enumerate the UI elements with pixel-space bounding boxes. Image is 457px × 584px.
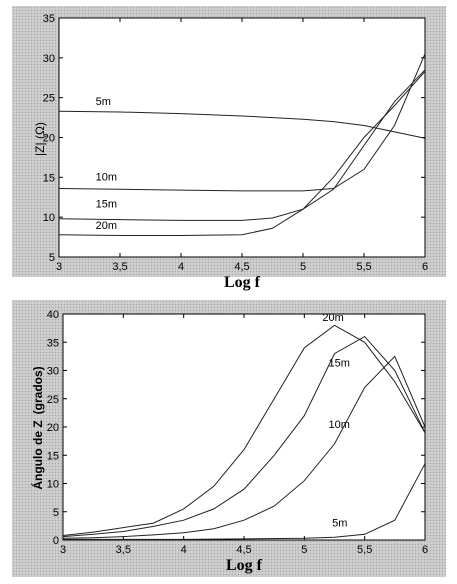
x-tick-label: 6 bbox=[422, 261, 428, 273]
x-tick-label: 6 bbox=[422, 544, 428, 556]
y-axis-label: Ángulo de Z (grados) bbox=[30, 366, 45, 489]
y-tick-label: 25 bbox=[47, 394, 59, 406]
impedance-angle-chart: 3 3,5 4 4,5 5 5,5 6 0 5 10 15 20 25 30 35 40 20m 15m 10m 5m… bbox=[30, 309, 428, 574]
series-line-15m bbox=[58, 69, 426, 221]
x-tick-label: 5 bbox=[301, 544, 307, 556]
x-tick-label: 4,5 bbox=[234, 261, 249, 273]
x-tick-label: 5,5 bbox=[356, 261, 371, 273]
y-tick-label: 30 bbox=[47, 366, 59, 378]
series-line-10m bbox=[58, 53, 426, 192]
series-label-15m: 15m bbox=[96, 199, 117, 211]
x-axis-label: Log f bbox=[224, 274, 261, 291]
y-tick-label: 35 bbox=[47, 337, 59, 349]
impedance-magnitude-chart: 3 3,5 4 4,5 5 5,5 6 5 10 15 20 25 30 35 5m 10m 15m 20m Log… bbox=[33, 13, 428, 291]
y-tick-label: 5 bbox=[49, 252, 55, 264]
series-label-20m: 20m bbox=[96, 220, 117, 232]
y-tick-label: 35 bbox=[43, 13, 55, 25]
x-tick-label: 4,5 bbox=[236, 544, 251, 556]
y-axis-label-main: Ángulo de Z bbox=[30, 420, 45, 489]
y-tick-label: 10 bbox=[43, 212, 55, 224]
y-tick-label: 20 bbox=[47, 422, 59, 434]
x-tick-label: 5,5 bbox=[357, 544, 372, 556]
series-label-5m: 5m bbox=[332, 517, 347, 529]
y-tick-label: 15 bbox=[47, 450, 59, 462]
impedance-magnitude-panel: 3 3,5 4 4,5 5 5,5 6 5 10 15 20 25 30 35 5m 10m 15m 20m Log… bbox=[12, 6, 446, 291]
y-tick-label: 25 bbox=[43, 93, 55, 105]
series-label-15m: 15m bbox=[328, 358, 349, 370]
y-axis-label: |Z| (Ω) bbox=[33, 122, 47, 156]
y-tick-label: 30 bbox=[43, 53, 55, 65]
series-line-5m bbox=[58, 110, 426, 139]
y-tick-label: 0 bbox=[53, 535, 59, 547]
series-line-20m bbox=[58, 71, 426, 236]
x-tick-label: 4 bbox=[181, 544, 187, 556]
x-tick-label: 5 bbox=[300, 261, 306, 273]
x-tick-label: 4 bbox=[178, 261, 184, 273]
y-tick-label: 15 bbox=[43, 172, 55, 184]
series-line-15m bbox=[62, 335, 426, 538]
series-line-5m bbox=[63, 463, 426, 540]
series-label-20m: 20m bbox=[322, 312, 343, 324]
series-label-5m: 5m bbox=[96, 96, 111, 108]
x-tick-label: 3,5 bbox=[112, 261, 127, 273]
y-tick-label: 20 bbox=[43, 133, 55, 145]
y-axis-label-unit: (grados) bbox=[31, 366, 45, 414]
x-axis-label: Log f bbox=[226, 557, 263, 574]
series-label-10m: 10m bbox=[96, 172, 117, 184]
x-tick-label: 3,5 bbox=[116, 544, 131, 556]
y-tick-label: 10 bbox=[47, 479, 59, 491]
series-line-20m bbox=[62, 324, 426, 536]
x-tick-label: 3 bbox=[60, 544, 66, 556]
plot-area bbox=[62, 313, 426, 541]
impedance-angle-panel: 3 3,5 4 4,5 5 5,5 6 0 5 10 15 20 25 30 35 40 20m 15m 10m 5m… bbox=[12, 300, 446, 577]
y-tick-label: 5 bbox=[53, 507, 59, 519]
y-tick-label: 40 bbox=[47, 309, 59, 321]
series-label-10m: 10m bbox=[328, 419, 349, 431]
x-tick-label: 3 bbox=[56, 261, 62, 273]
series-line-10m bbox=[62, 355, 426, 539]
